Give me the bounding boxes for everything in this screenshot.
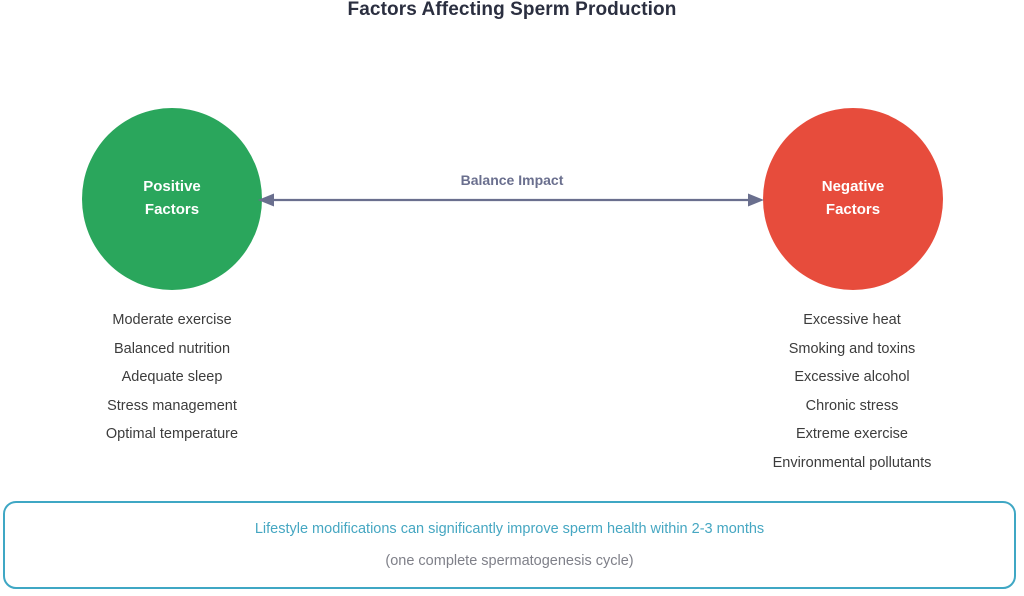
list-item: Moderate exercise <box>112 312 232 328</box>
negative-factors-node[interactable]: Negative Factors <box>763 108 943 290</box>
list-item: Chronic stress <box>805 397 899 414</box>
balance-double-arrow-icon <box>258 193 764 207</box>
list-item: Extreme exercise <box>795 426 908 443</box>
list-item: Smoking and toxins <box>788 340 916 357</box>
negative-node-label-line2: Factors <box>825 201 881 218</box>
negative-factor-list: Excessive heat Smoking and toxins Excess… <box>722 306 982 478</box>
list-item: Excessive heat <box>803 312 901 328</box>
list-item: Excessive alcohol <box>794 369 910 386</box>
note-box: Lifestyle modifications can significantl… <box>3 501 1016 589</box>
positive-factor-list: Moderate exercise Balanced nutrition Ade… <box>42 306 302 449</box>
list-item: Adequate sleep <box>121 369 223 386</box>
positive-node-label-line2: Factors <box>144 201 200 218</box>
list-item: Balanced nutrition <box>113 340 231 357</box>
list-item: Environmental pollutants <box>772 454 932 471</box>
positive-node-label-line1: Positive <box>143 178 201 196</box>
list-item: Stress management <box>107 397 237 414</box>
note-primary-text: Lifestyle modifications can significantl… <box>254 520 765 537</box>
connector-label: Balance Impact <box>460 172 564 188</box>
negative-node-label-line1: Negative <box>821 178 885 196</box>
page-title: Factors Affecting Sperm Production <box>347 0 677 20</box>
positive-factors-node[interactable]: Positive Factors <box>82 108 262 290</box>
note-secondary-text: (one complete spermatogenesis cycle) <box>385 553 634 569</box>
list-item: Optimal temperature <box>105 426 239 443</box>
